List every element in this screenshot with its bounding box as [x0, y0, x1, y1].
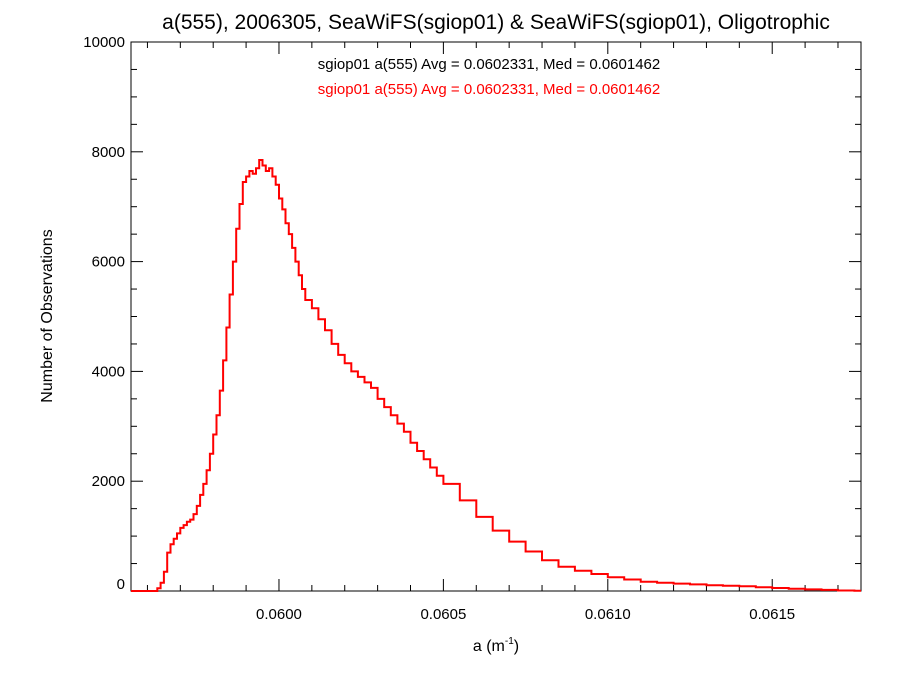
x-tick-label: 0.0605: [420, 606, 466, 623]
x-axis-label-tail: ): [514, 638, 519, 655]
y-axis-label: Number of Observations: [39, 229, 56, 402]
y-tick-label: 6000: [92, 254, 125, 271]
x-tick-label: 0.0610: [585, 606, 631, 623]
histogram-series-line: [131, 159, 861, 592]
y-tick-label: 10000: [83, 34, 125, 51]
x-axis-label: a (m-1): [473, 636, 519, 655]
y-tick-label: 4000: [92, 363, 125, 380]
y-tick-label: 8000: [92, 144, 125, 161]
y-tick-label: 0: [117, 576, 125, 593]
y-tick-label: 2000: [92, 473, 125, 490]
annotation-red: sgiop01 a(555) Avg = 0.0602331, Med = 0.…: [318, 81, 661, 98]
x-axis-label-base: a (m: [473, 638, 505, 655]
x-axis-ticks: 0.0600 0.0605 0.0610 0.0615: [146, 42, 839, 623]
annotation-black: sgiop01 a(555) Avg = 0.0602331, Med = 0.…: [318, 56, 661, 73]
x-axis-label-superscript: -1: [505, 636, 514, 647]
y-axis-ticks: 0 2000 4000 6000 8000 10000: [83, 34, 861, 593]
chart-title: a(555), 2006305, SeaWiFS(sgiop01) & SeaW…: [162, 11, 830, 34]
x-tick-label: 0.0600: [256, 606, 302, 623]
x-tick-label: 0.0615: [749, 606, 795, 623]
plot-frame: [130, 41, 862, 592]
